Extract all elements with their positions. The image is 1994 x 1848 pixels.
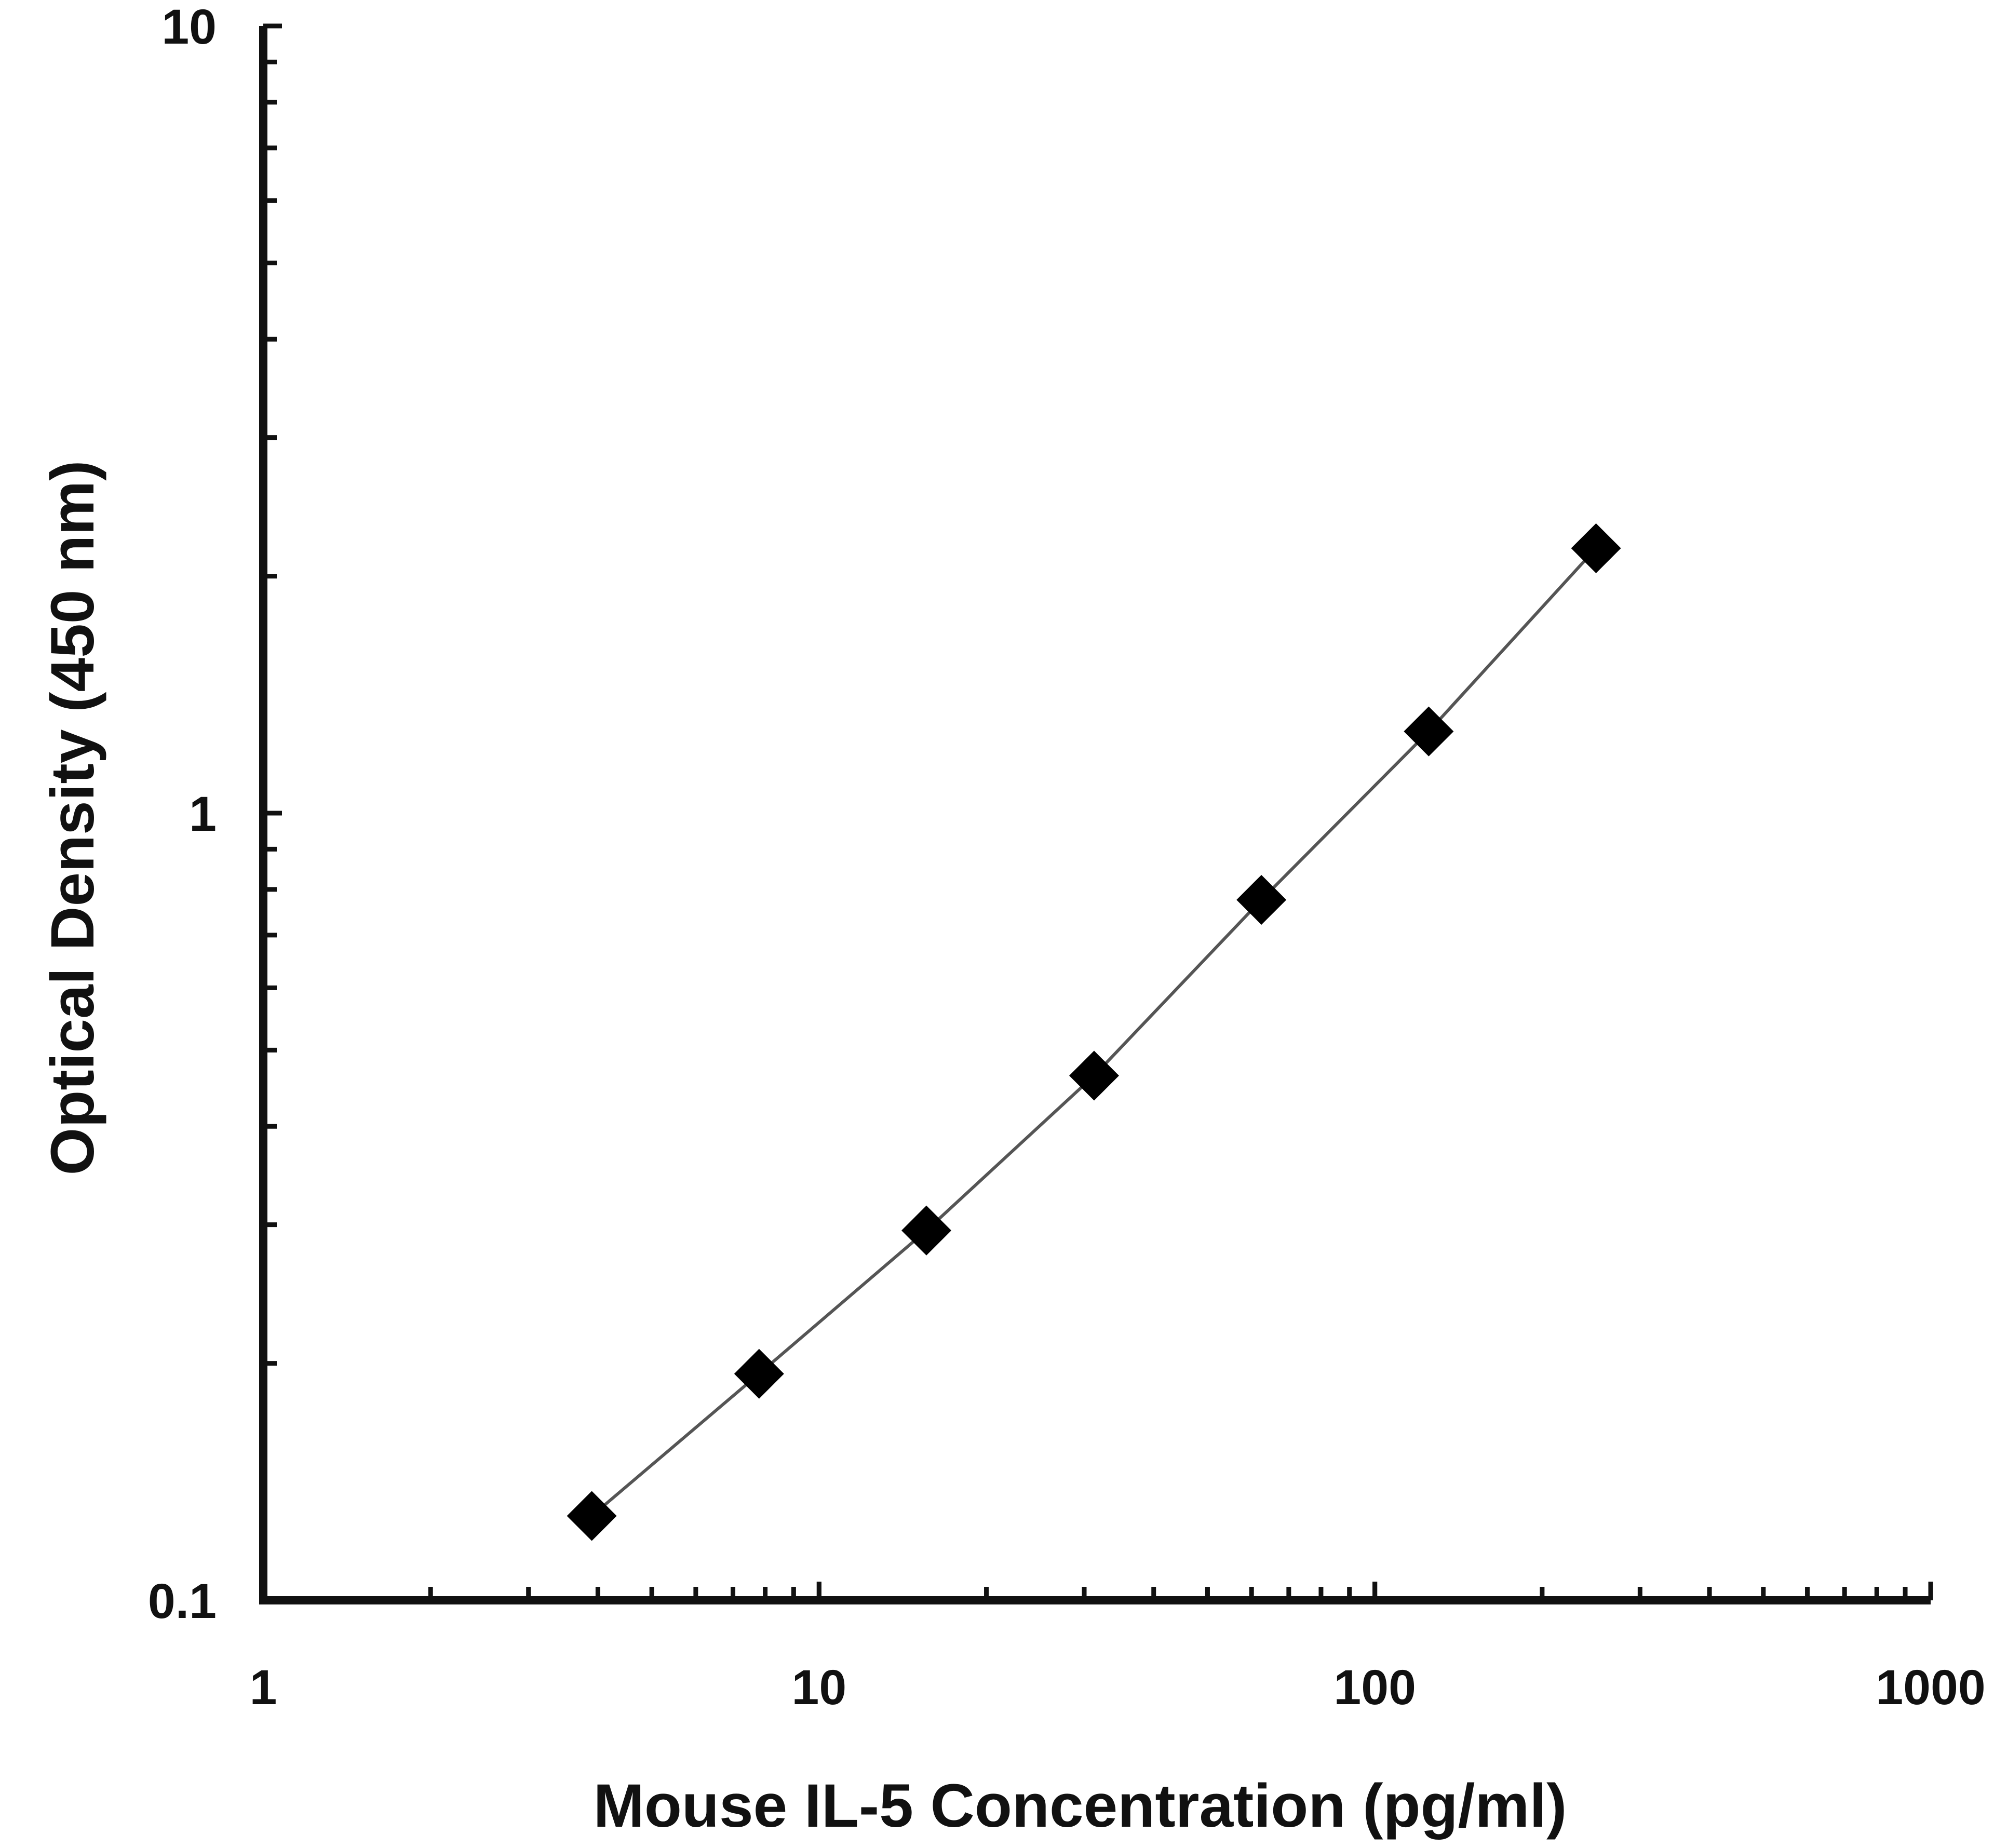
data-point-marker [1069, 1050, 1119, 1101]
y-axis-title: Optical Density (450 nm) [38, 460, 107, 1175]
y-tick-label: 10 [161, 0, 217, 55]
x-tick-label: 100 [1333, 1660, 1416, 1715]
x-tick-labels: 1 10 100 1000 [250, 1660, 1986, 1715]
data-point-marker [1236, 874, 1287, 925]
data-point-marker [567, 1491, 617, 1541]
y-tick-label: 1 [189, 787, 217, 842]
data-point-marker [1571, 523, 1621, 573]
data-point-marker [901, 1205, 952, 1256]
x-tick-label: 10 [791, 1660, 846, 1715]
x-tick-label: 1 [250, 1660, 277, 1715]
y-tick-label: 0.1 [148, 1574, 217, 1629]
data-point-marker [1404, 706, 1454, 757]
data-point-marker [734, 1348, 784, 1399]
x-tick-label: 1000 [1876, 1660, 1985, 1715]
data-points [567, 523, 1621, 1541]
x-axis-title: Mouse IL-5 Concentration (pg/ml) [594, 1772, 1567, 1840]
y-tick-labels: 0.1 1 10 [148, 0, 217, 1629]
